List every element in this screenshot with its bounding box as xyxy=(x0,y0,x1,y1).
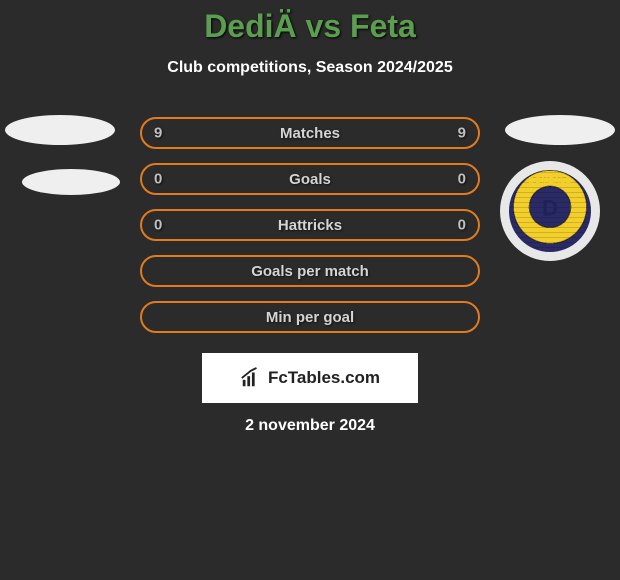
club-crest-icon: DOMŽALE D xyxy=(509,170,591,252)
stat-label: Hattricks xyxy=(278,217,342,234)
stat-pill: Matches 9 9 xyxy=(140,117,480,149)
player-right-avatar-placeholder xyxy=(505,115,615,145)
brand-watermark: FcTables.com xyxy=(202,353,418,403)
stat-value-left: 0 xyxy=(154,217,162,234)
stat-row: Goals per match xyxy=(140,255,480,287)
comparison-card: DediÄ vs Feta Club competitions, Season … xyxy=(0,0,620,435)
stat-pill: Goals per match xyxy=(140,255,480,287)
bar-chart-icon xyxy=(240,367,262,389)
stat-label: Goals xyxy=(289,171,331,188)
stat-pill: Hattricks 0 0 xyxy=(140,209,480,241)
club-crest-letter: D xyxy=(542,195,558,221)
date-caption: 2 november 2024 xyxy=(0,417,620,435)
subtitle: Club competitions, Season 2024/2025 xyxy=(0,59,620,77)
stat-pill: Min per goal xyxy=(140,301,480,333)
stat-value-left: 0 xyxy=(154,171,162,188)
stat-value-right: 9 xyxy=(458,125,466,142)
player-left-club-placeholder xyxy=(22,169,120,195)
brand-text: FcTables.com xyxy=(268,368,380,388)
club-crest-text: DOMŽALE xyxy=(509,176,591,185)
stat-row: Hattricks 0 0 xyxy=(140,209,480,241)
stat-label: Min per goal xyxy=(266,309,354,326)
stat-label: Matches xyxy=(280,125,340,142)
player-left-avatar-placeholder xyxy=(5,115,115,145)
stats-section: DOMŽALE D Matches99Goals00Hattricks00Goa… xyxy=(0,117,620,333)
stat-value-right: 0 xyxy=(458,171,466,188)
stat-value-left: 9 xyxy=(154,125,162,142)
page-title: DediÄ vs Feta xyxy=(0,8,620,45)
stat-pill: Goals 0 0 xyxy=(140,163,480,195)
stat-label: Goals per match xyxy=(251,263,369,280)
stat-value-right: 0 xyxy=(458,217,466,234)
stat-row: Matches 9 9 xyxy=(140,117,480,149)
player-right-club-badge: DOMŽALE D xyxy=(500,161,600,261)
stat-row: Min per goal xyxy=(140,301,480,333)
stat-row: Goals 0 0 xyxy=(140,163,480,195)
